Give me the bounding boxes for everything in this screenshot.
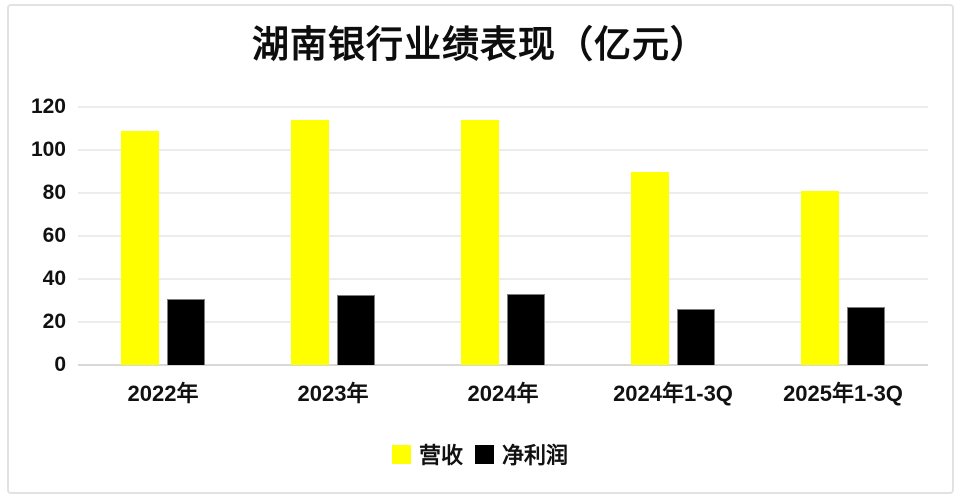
bar-group-2 <box>418 107 588 365</box>
y-tick-label-100: 100 <box>30 138 66 161</box>
revenue-bar-0 <box>121 130 159 365</box>
gridline-80 <box>78 192 928 195</box>
legend-label-net-profit: 净利润 <box>502 443 569 468</box>
x-tick-label-2: 2024年 <box>467 381 539 406</box>
net-profit-swatch-icon <box>475 444 494 464</box>
net-profit-bar-0 <box>167 299 205 365</box>
revenue-bar-1 <box>291 119 329 365</box>
plot-area <box>78 106 928 366</box>
net-profit-bar-1 <box>337 295 375 365</box>
x-tick-label-4: 2025年1-3Q <box>783 381 903 406</box>
bar-group-0 <box>78 107 248 365</box>
net-profit-bar-2 <box>507 294 545 365</box>
bar-group-3 <box>588 107 758 365</box>
y-tick-label-40: 40 <box>42 267 66 290</box>
net-profit-bar-3 <box>677 309 715 365</box>
net-profit-bar-4 <box>847 306 885 365</box>
legend-item-net-profit: 净利润 <box>475 438 568 470</box>
chart-title: 湖南银行业绩表现（亿元） <box>252 24 708 65</box>
x-axis: 2022年 2023年 2024年 2024年1-3Q 2025年1-3Q <box>78 376 928 406</box>
bar-group-1 <box>248 107 418 365</box>
y-tick-label-20: 20 <box>42 310 66 333</box>
legend: 营收 净利润 <box>0 438 960 470</box>
y-tick-label-80: 80 <box>42 181 66 204</box>
bar-group-4 <box>758 107 928 365</box>
y-tick-label-60: 60 <box>42 224 66 247</box>
revenue-bar-4 <box>801 190 839 365</box>
x-tick-label-0: 2022年 <box>127 381 199 406</box>
legend-label-revenue: 营收 <box>418 443 463 468</box>
gridline-120 <box>78 106 928 108</box>
x-tick-label-3: 2024年1-3Q <box>613 381 733 406</box>
y-tick-label-0: 0 <box>54 353 66 376</box>
gridline-0 <box>78 364 928 366</box>
gridline-20 <box>78 321 928 324</box>
revenue-bar-3 <box>631 171 669 365</box>
legend-item-revenue: 营收 <box>391 438 463 470</box>
revenue-swatch-icon <box>391 444 411 464</box>
gridline-60 <box>78 235 928 237</box>
gridline-100 <box>78 149 928 151</box>
x-tick-label-1: 2023年 <box>297 381 369 406</box>
gridline-40 <box>78 278 928 281</box>
revenue-bar-2 <box>461 119 499 365</box>
y-tick-label-120: 120 <box>30 95 66 118</box>
